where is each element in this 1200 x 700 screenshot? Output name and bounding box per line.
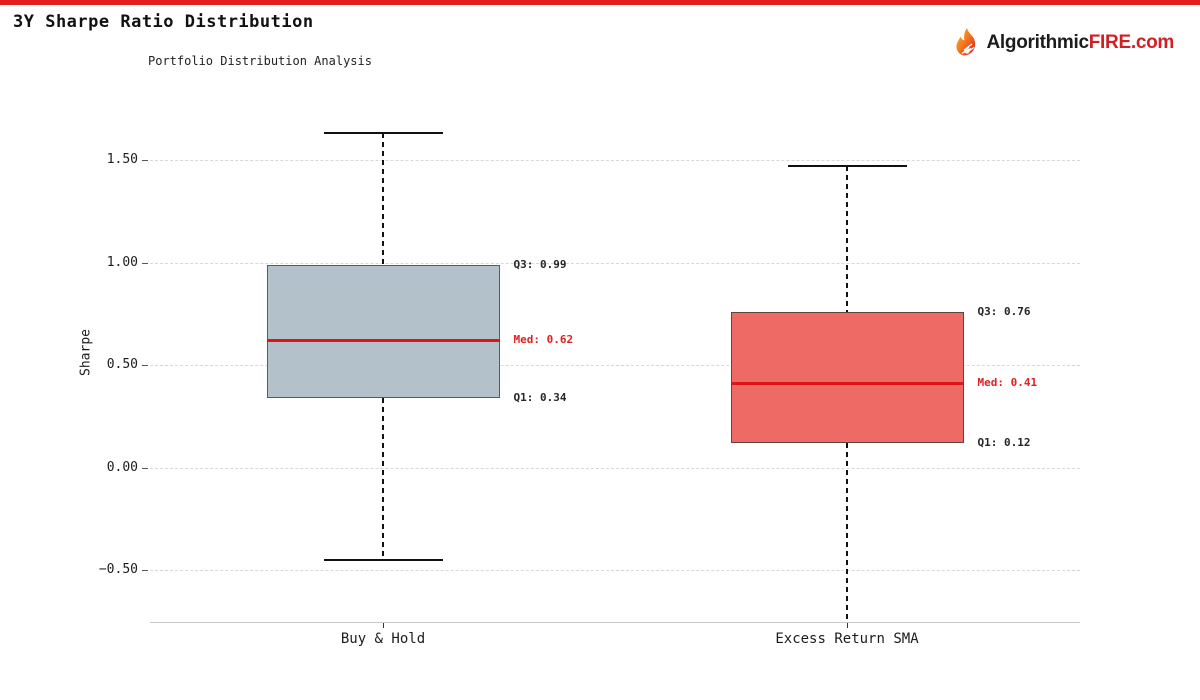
y-tick xyxy=(142,365,148,366)
y-tick xyxy=(142,467,148,469)
upper-whisker-cap xyxy=(323,132,443,135)
y-gridline xyxy=(150,365,1080,366)
q3-annotation: Q3: 0.99 xyxy=(513,257,567,271)
q1-annotation: Q1: 0.12 xyxy=(977,435,1031,449)
upper-whisker xyxy=(382,133,384,265)
brand-name: AlgorithmicFIRE.com xyxy=(986,32,1174,54)
brand-name-suffix: .com xyxy=(1130,32,1174,53)
y-gridline xyxy=(150,570,1080,571)
median-line xyxy=(730,381,964,386)
upper-whisker-cap xyxy=(787,165,907,168)
y-tick xyxy=(142,570,148,571)
median-annotation: Med: 0.41 xyxy=(977,376,1038,390)
q3-annotation: Q3: 0.76 xyxy=(977,304,1031,318)
y-gridline xyxy=(150,467,1080,469)
x-tick xyxy=(846,623,848,628)
brand-logo: AlgorithmicFIRE.com xyxy=(954,28,1174,58)
accent-top-bar xyxy=(0,0,1200,5)
median-annotation: Med: 0.62 xyxy=(513,333,574,347)
q1-annotation: Q1: 0.34 xyxy=(513,390,567,404)
iqr-box xyxy=(730,311,964,443)
y-tick xyxy=(142,262,148,264)
y-tick-label: 0.50 xyxy=(106,357,138,372)
plot-area: 1.50 1.00 0.50 0.00 −0.50 Q3: 0.99 Med: 0.62… xyxy=(99,100,1080,647)
x-tick xyxy=(382,623,384,628)
upper-whisker xyxy=(846,166,848,312)
y-tick-label: 0.00 xyxy=(106,459,138,475)
iqr-box xyxy=(266,264,500,398)
lower-whisker-cap xyxy=(323,558,443,561)
chart-subtitle: Portfolio Distribution Analysis xyxy=(148,54,372,68)
y-gridline xyxy=(150,262,1080,264)
flame-icon xyxy=(954,28,981,58)
y-axis-title: Sharpe xyxy=(78,329,94,376)
median-line xyxy=(266,338,500,343)
y-tick-label: −0.50 xyxy=(98,562,138,577)
page-title: 3Y Sharpe Ratio Distribution xyxy=(13,12,314,32)
y-tick-label: 1.50 xyxy=(106,152,138,167)
lower-whisker xyxy=(846,442,848,623)
y-gridline xyxy=(150,160,1080,161)
x-category-label: Excess Return SMA xyxy=(775,631,919,647)
lower-whisker xyxy=(382,397,384,560)
y-tick-label: 1.00 xyxy=(106,254,138,270)
brand-name-black: Algorithmic xyxy=(986,32,1089,53)
brand-name-red: FIRE xyxy=(1088,32,1131,53)
y-tick xyxy=(142,160,148,161)
x-category-label: Buy & Hold xyxy=(340,631,426,647)
